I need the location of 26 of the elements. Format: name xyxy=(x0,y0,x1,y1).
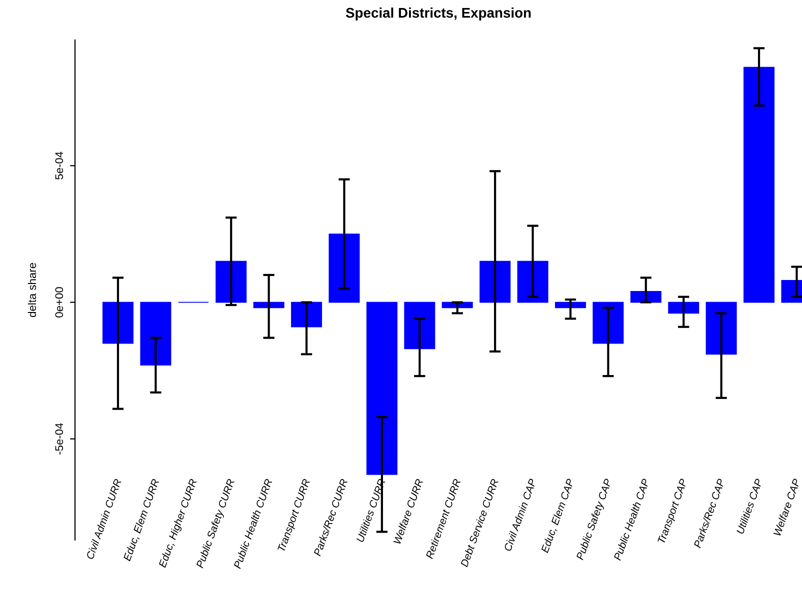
bar xyxy=(480,260,511,303)
x-tick-label: Educ, Elem CAP xyxy=(540,478,576,554)
bar xyxy=(668,302,700,314)
x-tick-label: Civil Admin CAP xyxy=(504,478,536,552)
bar xyxy=(592,302,624,344)
bar xyxy=(706,302,737,355)
x-tick-label: Utilities CAP xyxy=(736,478,763,534)
x-tick-label: Public Health CURR xyxy=(233,478,272,569)
bar xyxy=(744,66,775,303)
bar xyxy=(216,260,247,303)
x-tick-label: Public Health CAP xyxy=(613,478,650,561)
bar xyxy=(366,302,398,475)
y-axis-title: delta share xyxy=(28,263,36,318)
y-tick-label: 0e+00 xyxy=(55,287,64,318)
bar xyxy=(404,302,436,350)
bar xyxy=(102,302,134,344)
y-tick-label: 5e-04 xyxy=(55,152,64,180)
bar xyxy=(328,234,360,303)
x-tick-label: Educ, Elem CURR xyxy=(122,478,160,562)
x-tick-label: Debt Service CURR xyxy=(460,478,499,568)
chart-title: Special Districts, Expansion xyxy=(346,8,531,20)
bar xyxy=(291,302,322,328)
x-tick-label: Public Safety CAP xyxy=(576,478,614,561)
x-tick-label: Civil Admin CURR xyxy=(86,478,122,560)
y-tick-label: -5e-04 xyxy=(55,423,64,454)
bar xyxy=(140,302,172,366)
